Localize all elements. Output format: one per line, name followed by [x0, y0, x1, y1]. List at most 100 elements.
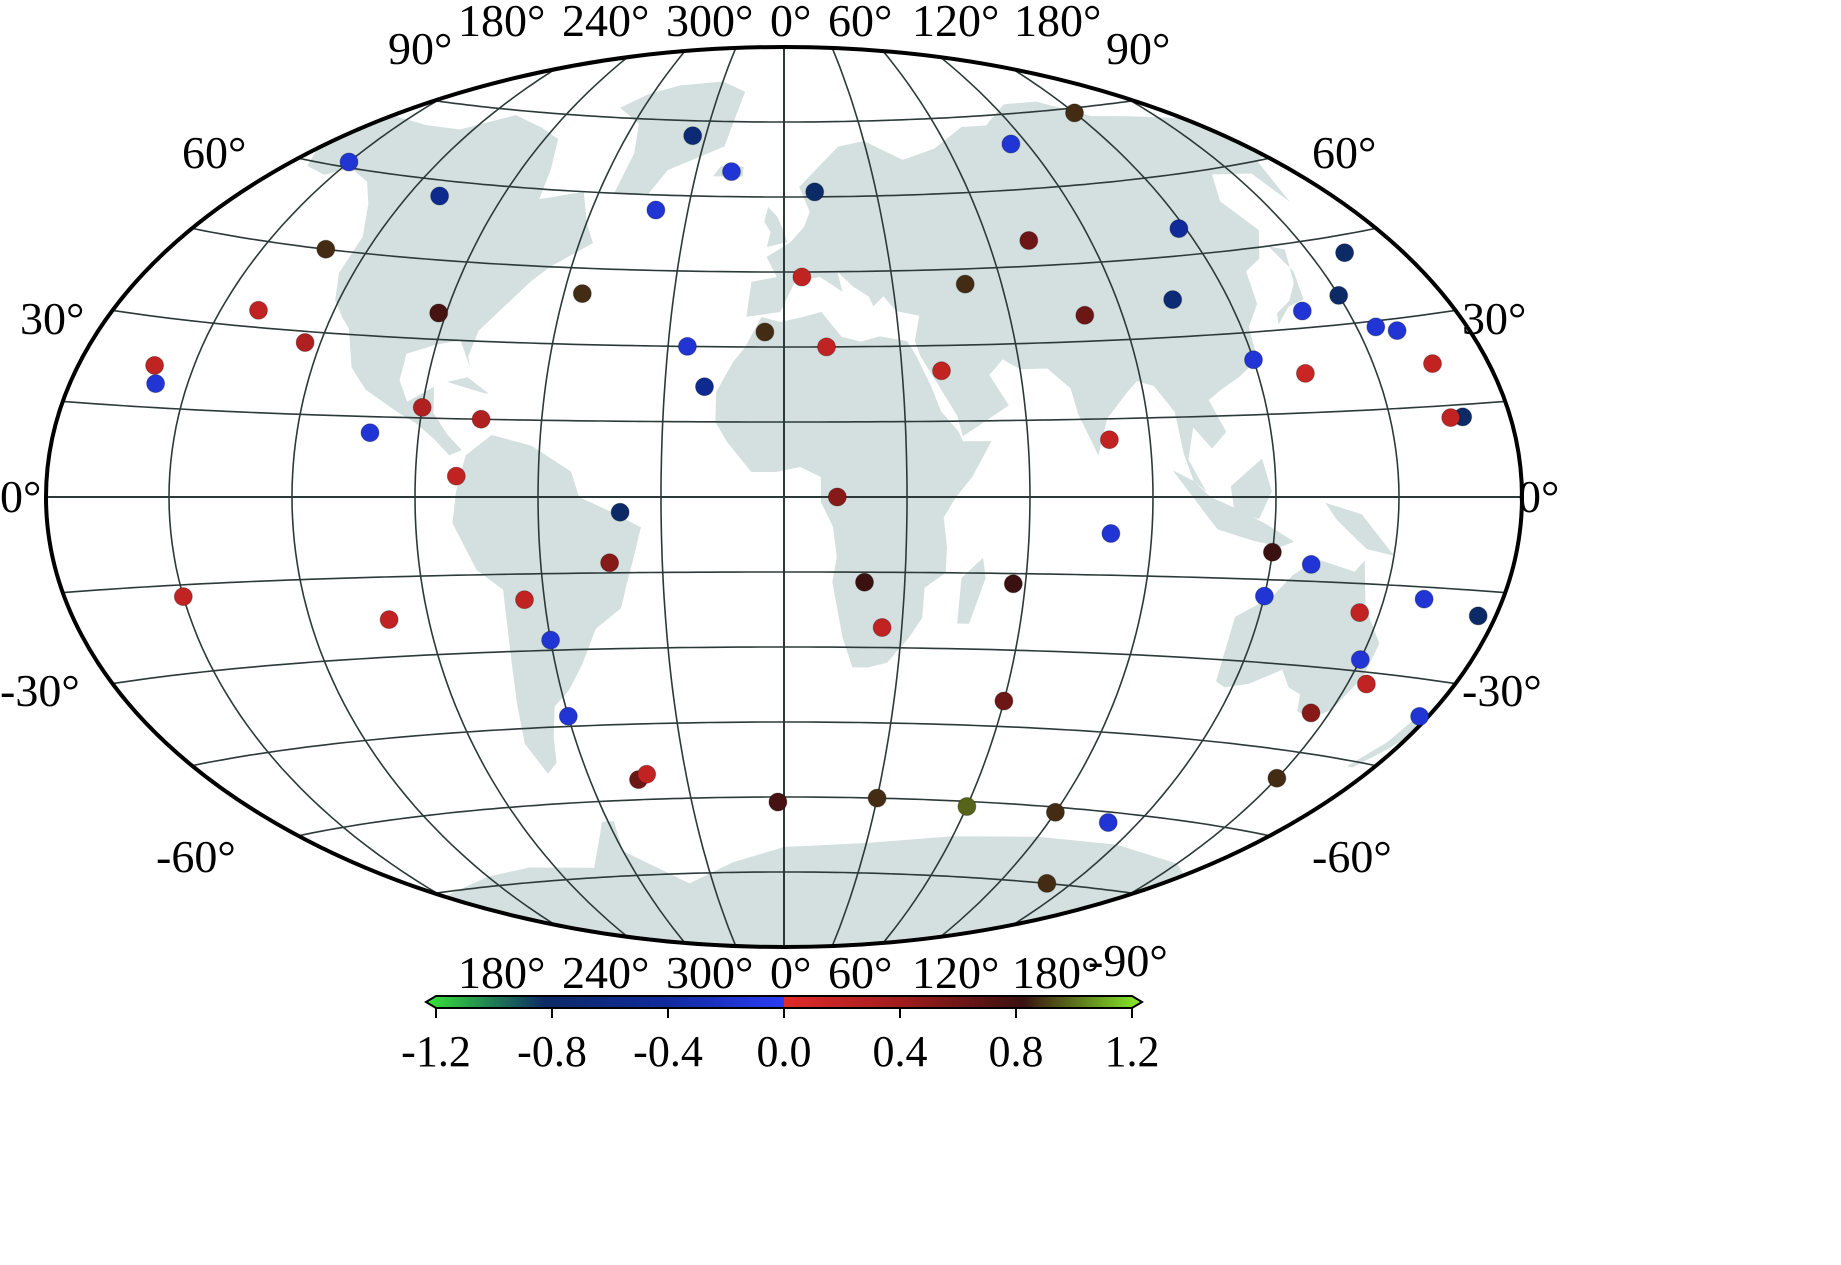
station-point [1356, 674, 1376, 694]
station-point [1350, 650, 1370, 670]
station-point [1262, 542, 1282, 562]
lon-label-bottom-4: 0° [770, 947, 811, 998]
station-point [1295, 363, 1315, 383]
colorbar-label-1-2: 1.2 [1105, 1027, 1160, 1076]
station-point [722, 162, 741, 182]
station-point [1414, 589, 1434, 609]
colorbar-label-0-8: 0.8 [989, 1027, 1044, 1076]
station-point [1019, 231, 1039, 250]
station-point [1423, 354, 1442, 374]
lat-label-right-minus60: -60° [1312, 831, 1392, 882]
lat-label-right-0: 0° [1518, 471, 1559, 522]
station-point [339, 152, 359, 172]
station-point [932, 361, 951, 381]
lat-label-right-minus30: -30° [1462, 665, 1542, 716]
station-point [1101, 524, 1121, 543]
map-border [44, 45, 1524, 949]
station-point [558, 706, 578, 726]
station-point [755, 322, 775, 342]
station-point [430, 186, 450, 206]
station-point [249, 300, 268, 320]
station-point [1244, 350, 1263, 370]
lat-label-left-60: 60° [182, 127, 246, 178]
station-point [1099, 430, 1119, 450]
station-point [145, 355, 165, 375]
station-point [1292, 301, 1312, 321]
station-point [446, 466, 466, 486]
station-point [429, 303, 449, 323]
station-point [957, 797, 977, 816]
parallel-line [380, 871, 1188, 903]
station-point [572, 284, 592, 304]
bottom-longitude-labels: 180° 240° 300° 0° 60° 120° 180° [458, 947, 1099, 998]
colorbar-label-minus-1-2: -1.2 [401, 1027, 471, 1076]
lon-label-bottom-7: 180° [1012, 947, 1099, 998]
lat-label-left-90: 90° [388, 23, 452, 74]
lon-label-bottom-2: 240° [562, 947, 649, 998]
station-point [677, 336, 697, 356]
lat-label-right-minus90: -90° [1088, 935, 1168, 986]
lon-label-bottom-6: 120° [912, 947, 999, 998]
station-point [1387, 321, 1407, 341]
colorbar-ticks [435, 1008, 1133, 1018]
land-japan [1268, 246, 1304, 325]
left-latitude-labels: 90° 60° 30° 0° -30° -60° [0, 23, 452, 882]
station-point [817, 337, 836, 357]
station-point [1001, 134, 1021, 154]
station-point [1267, 768, 1287, 788]
lat-label-left-0: 0° [0, 471, 41, 522]
station-point [610, 502, 630, 522]
lat-label-right-30: 30° [1462, 293, 1526, 344]
land-north-america [307, 114, 593, 456]
station-points [145, 103, 1488, 893]
lon-label-top-6: 120° [912, 0, 999, 46]
station-point [1037, 873, 1057, 893]
station-point [646, 200, 666, 220]
land-europe-asia [746, 101, 1290, 492]
station-point [1335, 243, 1355, 263]
land-south-america [452, 435, 641, 774]
lat-label-right-60: 60° [1312, 127, 1376, 178]
lon-label-bottom-1: 180° [458, 947, 545, 998]
station-point [541, 630, 561, 650]
station-point [173, 587, 193, 607]
lon-label-top-3: 300° [666, 0, 753, 46]
station-point [1468, 606, 1488, 626]
world-map-figure: 90° 60° 30° 0° -30° -60° 90° 60° 30° 0° … [0, 0, 1559, 1076]
lat-label-left-minus30: -30° [0, 665, 80, 716]
station-point [683, 126, 703, 146]
land-cuba [446, 377, 489, 394]
station-point [1065, 103, 1084, 123]
colorbar-label-0-4: 0.4 [873, 1027, 928, 1076]
top-longitude-labels: 180° 240° 300° 0° 60° 120° 180° [458, 0, 1101, 46]
station-point [360, 423, 380, 443]
station-point [379, 610, 399, 630]
station-point [515, 590, 534, 610]
parallel-line [177, 224, 1391, 273]
lon-label-top-4: 0° [770, 0, 811, 46]
land-new-zealand [1346, 721, 1421, 768]
station-point [805, 182, 825, 202]
station-point [1098, 813, 1118, 832]
station-point [1410, 706, 1430, 726]
station-point [955, 274, 975, 294]
station-point [768, 792, 788, 812]
station-point [471, 409, 491, 429]
station-point [1003, 574, 1023, 594]
station-point [1301, 554, 1321, 574]
station-point [1441, 408, 1461, 428]
station-point [295, 333, 315, 352]
station-point [1329, 285, 1349, 305]
station-point [1254, 586, 1274, 606]
station-point [855, 572, 874, 592]
station-point [637, 764, 657, 784]
lon-label-top-7: 180° [1014, 0, 1101, 46]
station-point [412, 397, 432, 417]
land-australia [1216, 559, 1380, 719]
station-point [792, 267, 812, 287]
colorbar-gradient [424, 995, 1144, 1009]
parallel-line [61, 400, 1507, 423]
land-masses [307, 81, 1421, 947]
land-britain [764, 207, 788, 247]
station-point [867, 788, 887, 808]
